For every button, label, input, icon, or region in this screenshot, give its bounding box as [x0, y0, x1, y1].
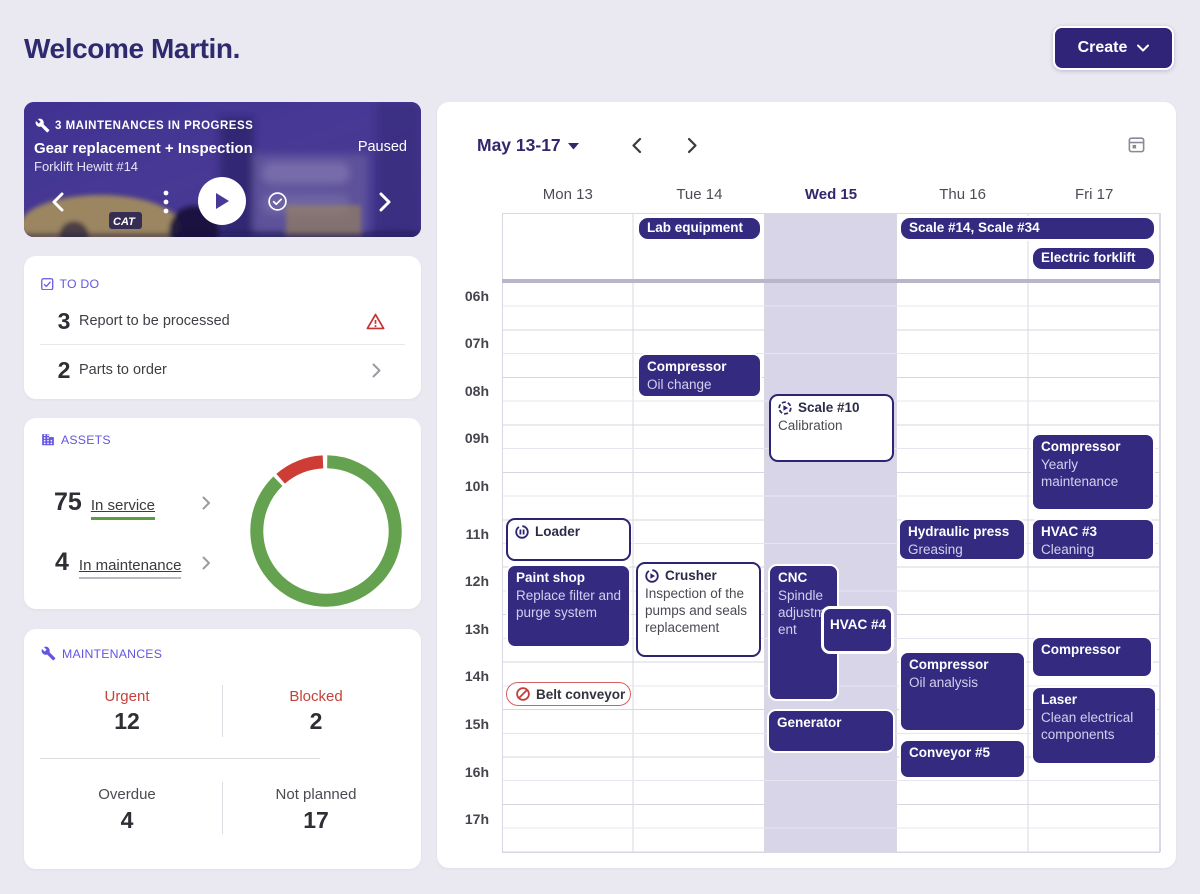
svg-text:CAT: CAT — [113, 216, 136, 228]
